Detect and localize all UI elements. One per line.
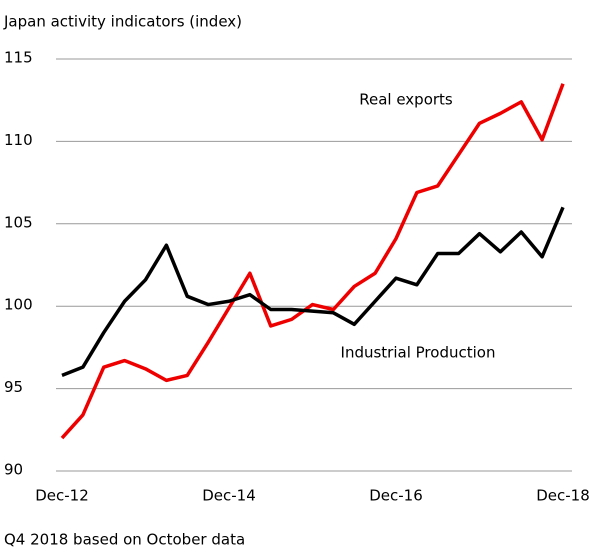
y-tick-label: 110 [4,131,33,149]
series-label: Industrial Production [341,344,496,362]
x-tick-label: Dec-12 [35,487,89,505]
y-tick-label: 90 [4,461,23,479]
footnote: Q4 2018 based on October data [4,531,245,549]
series-line [61,206,565,378]
y-tick-label: 115 [4,49,33,67]
chart-title: Japan activity indicators (index) [3,13,242,31]
x-tick-label: Dec-16 [369,487,423,505]
series-label: Real exports [359,91,453,109]
x-tick-label: Dec-14 [202,487,256,505]
y-tick-label: 95 [4,378,23,396]
series-line [60,83,565,440]
y-tick-label: 100 [4,296,33,314]
y-tick-label: 105 [4,213,33,231]
x-tick-label: Dec-18 [536,487,590,505]
